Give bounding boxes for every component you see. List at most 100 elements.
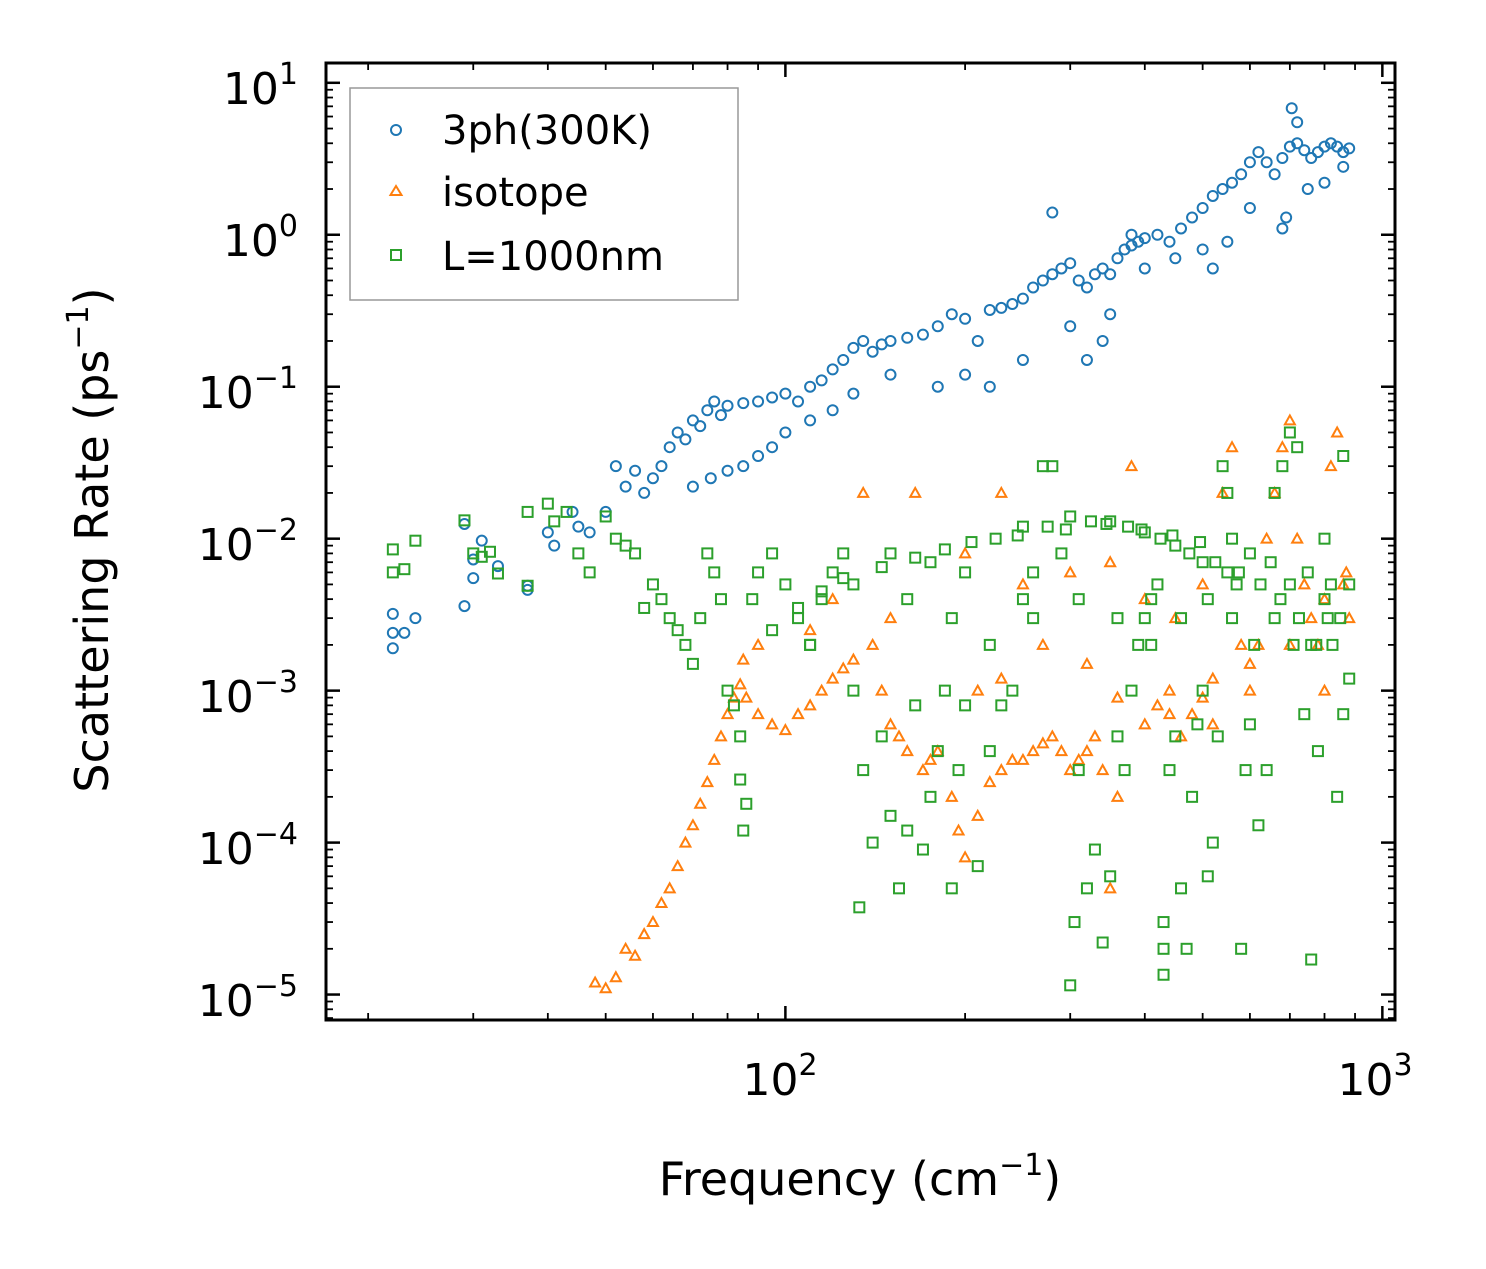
point-3ph bbox=[1064, 257, 1077, 270]
point-boundary bbox=[875, 561, 888, 574]
point-boundary bbox=[548, 515, 561, 528]
point-3ph bbox=[884, 368, 897, 381]
point-boundary bbox=[1252, 819, 1265, 832]
point-isotope bbox=[846, 652, 861, 665]
point-boundary bbox=[1096, 936, 1109, 949]
point-isotope bbox=[1234, 637, 1248, 650]
point-3ph bbox=[646, 472, 659, 485]
point-3ph bbox=[1196, 243, 1209, 256]
point-isotope bbox=[908, 485, 922, 498]
point-isotope bbox=[662, 881, 677, 894]
point-3ph bbox=[386, 607, 399, 620]
point-boundary bbox=[686, 657, 699, 670]
point-isotope bbox=[1185, 707, 1199, 720]
legend-label: L=1000nm bbox=[442, 234, 664, 280]
point-isotope bbox=[825, 592, 840, 605]
point-isotope bbox=[1016, 752, 1030, 765]
point-isotope bbox=[916, 763, 930, 776]
point-3ph bbox=[655, 460, 668, 473]
point-boundary bbox=[458, 514, 471, 527]
point-isotope bbox=[1225, 440, 1239, 453]
point-boundary bbox=[924, 556, 937, 569]
point-boundary bbox=[1292, 612, 1305, 625]
point-boundary bbox=[1186, 790, 1199, 803]
point-isotope bbox=[923, 752, 938, 765]
legend-marker-square bbox=[390, 249, 402, 261]
point-boundary bbox=[386, 566, 399, 579]
point-3ph bbox=[1343, 142, 1356, 155]
point-boundary bbox=[1080, 882, 1093, 895]
point-isotope bbox=[1138, 717, 1152, 730]
point-3ph bbox=[714, 409, 727, 422]
point-boundary bbox=[1157, 968, 1170, 981]
point-3ph bbox=[1104, 268, 1117, 281]
point-boundary bbox=[1072, 593, 1085, 606]
point-3ph bbox=[804, 414, 817, 427]
point-3ph bbox=[1072, 274, 1085, 287]
point-boundary bbox=[1064, 510, 1077, 523]
point-isotope bbox=[646, 914, 660, 928]
point-boundary bbox=[1145, 638, 1158, 651]
point-isotope bbox=[1016, 577, 1030, 590]
point-boundary bbox=[1268, 612, 1281, 625]
point-3ph bbox=[541, 526, 554, 539]
point-boundary bbox=[1196, 556, 1209, 569]
point-isotope bbox=[686, 818, 700, 831]
point-3ph bbox=[1260, 156, 1273, 169]
point-3ph bbox=[1016, 353, 1029, 366]
point-3ph bbox=[1235, 168, 1248, 181]
point-isotope bbox=[618, 941, 633, 954]
point-isotope bbox=[825, 671, 840, 684]
point-boundary bbox=[1059, 523, 1072, 536]
point-3ph bbox=[1226, 176, 1239, 189]
point-boundary bbox=[815, 585, 828, 598]
point-boundary bbox=[866, 836, 879, 849]
legend-label: 3ph(300K) bbox=[442, 108, 652, 154]
point-isotope bbox=[751, 637, 765, 650]
point-boundary bbox=[1324, 578, 1337, 591]
point-boundary bbox=[792, 612, 805, 625]
legend-marker-triangle bbox=[388, 184, 404, 196]
point-boundary bbox=[909, 551, 922, 564]
point-3ph bbox=[779, 387, 792, 400]
point-boundary bbox=[1175, 882, 1188, 895]
point-3ph bbox=[1252, 146, 1265, 159]
point-isotope bbox=[1103, 555, 1117, 568]
point-boundary bbox=[679, 638, 692, 651]
point-isotope bbox=[856, 485, 870, 498]
point-boundary bbox=[1331, 790, 1344, 803]
point-boundary bbox=[837, 572, 850, 585]
point-3ph bbox=[1132, 235, 1145, 248]
point-3ph bbox=[1088, 268, 1101, 281]
point-boundary bbox=[1132, 638, 1145, 651]
point-isotope bbox=[700, 775, 715, 788]
point-boundary bbox=[1221, 566, 1234, 579]
point-isotope bbox=[951, 823, 966, 836]
point-boundary bbox=[737, 824, 750, 837]
y-tick-labels: 101 100 10−1 10−2 10−3 10−4 10−5 bbox=[198, 57, 298, 1027]
point-boundary bbox=[952, 764, 965, 777]
point-3ph bbox=[721, 399, 734, 412]
point-boundary bbox=[646, 578, 659, 591]
point-boundary bbox=[1276, 460, 1289, 473]
point-boundary bbox=[916, 843, 929, 856]
point-isotope bbox=[714, 729, 728, 742]
point-3ph bbox=[1276, 222, 1289, 235]
series-L=1000nm bbox=[386, 426, 1356, 992]
point-isotope bbox=[739, 690, 753, 703]
point-boundary bbox=[1235, 942, 1248, 955]
point-boundary bbox=[752, 566, 765, 579]
point-boundary bbox=[1180, 942, 1193, 955]
point-3ph bbox=[766, 391, 779, 404]
point-boundary bbox=[541, 497, 554, 510]
point-boundary bbox=[694, 612, 707, 625]
point-3ph bbox=[1016, 292, 1029, 305]
point-3ph bbox=[1243, 202, 1256, 215]
point-isotope bbox=[803, 623, 817, 636]
point-3ph bbox=[1006, 298, 1019, 311]
point-boundary bbox=[1104, 515, 1117, 528]
point-boundary bbox=[1287, 638, 1300, 651]
x-tick-labels: 102 103 bbox=[742, 1048, 1412, 1106]
point-isotope bbox=[1088, 729, 1102, 742]
point-boundary bbox=[1111, 612, 1124, 625]
